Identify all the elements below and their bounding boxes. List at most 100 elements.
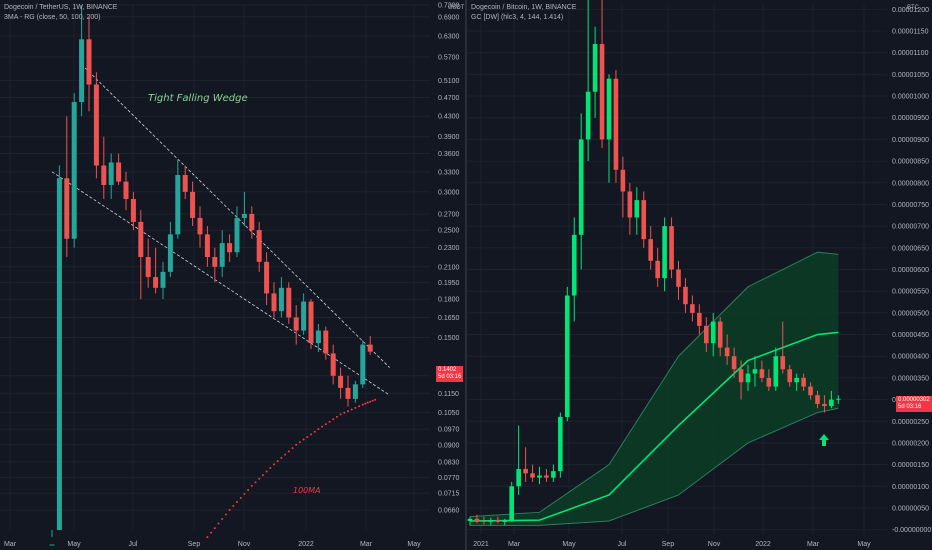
candle-body	[571, 234, 577, 296]
ma-dot	[371, 399, 374, 402]
candle-body	[662, 226, 667, 279]
candle-body	[495, 520, 501, 522]
candle-body	[481, 520, 487, 522]
y-tick-label: 0.3900	[438, 134, 460, 141]
ma-dot	[273, 463, 275, 466]
candle-body	[234, 217, 240, 253]
y-tick-label: 0.00000400	[892, 354, 929, 361]
indicator-legend: 3MA - RG (close, 50, 100, 200)	[4, 14, 101, 21]
ma-dot	[335, 415, 338, 418]
candle-body	[345, 387, 351, 399]
y-tick-label: 0.1050	[438, 410, 460, 417]
channel-lower-line	[470, 407, 839, 526]
ma-dot	[313, 430, 316, 433]
candle-body	[123, 181, 129, 199]
candle-body	[558, 416, 563, 472]
pane-divider[interactable]	[465, 0, 467, 550]
chart-pane-doge-btc[interactable]: 0.00001200 0.00001150 0.00001100 0.00001050…	[467, 0, 932, 550]
current-price-tag: 0.00000302 5d 03:16	[896, 396, 932, 412]
x-tick-label: Nov	[708, 541, 721, 548]
candle-body	[116, 162, 122, 182]
x-tick-label: May	[562, 541, 576, 548]
candle-body	[724, 347, 730, 357]
candle-body	[153, 277, 159, 288]
y-tick-label: 0.00000100	[892, 484, 929, 491]
candle-body	[620, 169, 626, 192]
ma-dot	[265, 470, 268, 473]
y-tick-label: 0.2700	[438, 211, 460, 218]
ma-dot	[206, 536, 209, 539]
pattern-annotation: Tight Falling Wedge	[148, 93, 248, 104]
x-tick-label: May	[407, 541, 421, 548]
candle-body	[669, 226, 674, 270]
y-tick-label: 0.00000950	[892, 115, 929, 122]
candle-body	[352, 384, 358, 399]
y-tick-label: 0.00000550	[892, 289, 929, 296]
x-tick-label: May	[857, 541, 871, 548]
x-tick-label: Sep	[188, 541, 201, 548]
current-price-value: 0.00000302	[898, 397, 930, 403]
candle-body	[676, 269, 681, 287]
y-tick-label: 0.0970	[438, 427, 460, 434]
candle-body	[301, 301, 307, 331]
ma-dot	[258, 477, 261, 480]
x-tick-label: 2021	[473, 541, 489, 548]
candle-body	[227, 243, 233, 253]
y-tick-label: 0.7300	[438, 3, 460, 10]
y-tick-label: 0.00001100	[892, 50, 929, 57]
current-price-tag: 0.1402 5d 03:16	[436, 366, 464, 382]
candle-body	[599, 44, 605, 140]
y-tick-label: 0.00001050	[892, 72, 929, 79]
doge-usdt-chart[interactable]: 0.7300 0.6900 0.6300 0.5700 0.5100 0.4700 0.43…	[0, 0, 465, 550]
candle-body	[56, 178, 62, 531]
candle-body	[606, 78, 612, 140]
candle-body	[641, 200, 647, 240]
y-tick-label: 0.00000200	[892, 440, 929, 447]
ma-dot	[369, 400, 372, 403]
candle-body	[315, 330, 321, 344]
ma-dot	[358, 405, 361, 408]
y-tick-label: 0.1150	[438, 391, 459, 398]
indicator-legend: GC [DW] (hlc3, 4, 144, 1.414)	[471, 14, 564, 21]
ma-dot	[269, 466, 272, 469]
y-tick-label: 0.00000850	[892, 159, 929, 166]
ma-dot	[284, 453, 287, 456]
ma-dot	[250, 484, 253, 487]
symbol-legend: Dogecoin / TetherUS, 1W, BINANCE	[4, 4, 118, 11]
y-tick-label: 0.00001150	[892, 29, 929, 36]
candle-body	[565, 295, 570, 417]
candle-body	[627, 191, 633, 218]
doge-btc-chart[interactable]: 0.00001200 0.00001150 0.00001100 0.00001050…	[467, 0, 932, 550]
y-tick-label: 0.0770	[438, 475, 460, 482]
candle-body	[794, 377, 799, 383]
ma-dot	[243, 492, 246, 495]
y-tick-label: 0.2500	[438, 228, 460, 235]
y-tick-label: 0.2300	[438, 245, 460, 252]
candle-body	[634, 200, 640, 218]
y-tick-label: 0.00000500	[892, 310, 929, 317]
x-tick-label: Mar	[807, 541, 820, 548]
candle-body	[160, 271, 166, 288]
ma-dot	[343, 411, 346, 414]
x-tick-label: Jul	[618, 541, 627, 548]
ma-dot	[310, 433, 312, 436]
x-tick-label: Mar	[360, 541, 373, 548]
chart-pane-doge-usdt[interactable]: 0.7300 0.6900 0.6300 0.5700 0.5100 0.4700 0.43…	[0, 0, 465, 550]
candle-body	[766, 377, 772, 387]
candle-body	[613, 78, 619, 170]
candle-body	[537, 475, 542, 478]
ma-dot	[232, 504, 235, 507]
y-tick-label: 0.6300	[438, 33, 460, 40]
x-tick-label: Jul	[129, 541, 138, 548]
candle-body	[683, 286, 688, 305]
candle-body	[655, 260, 660, 279]
x-tick-label: Sep	[662, 541, 675, 548]
up-arrow-icon	[819, 434, 829, 446]
y-tick-label: 0.00000150	[892, 462, 929, 469]
y-tick-label: 0.0830	[438, 459, 460, 466]
y-tick-label: -0.00000000	[892, 527, 931, 534]
y-tick-label: 0.00001000	[892, 94, 929, 101]
channel-upper-line	[469, 251, 839, 518]
candle-body	[738, 369, 744, 383]
ma-dot	[236, 500, 238, 503]
